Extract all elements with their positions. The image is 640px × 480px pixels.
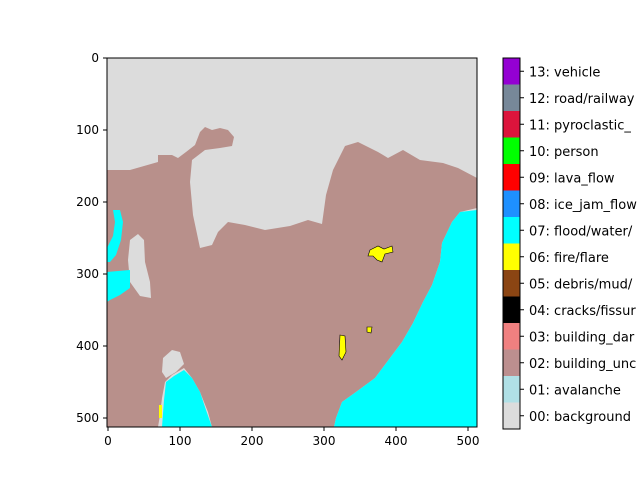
class-colorbar: 13: vehicle 12: road/railway 11: pyroclast… xyxy=(502,57,637,430)
colorbar-label: 13: vehicle xyxy=(529,65,600,80)
fire-region xyxy=(159,405,162,418)
fire-region xyxy=(367,245,394,263)
segmentation-map xyxy=(107,58,477,427)
colorbar-label: 08: ice_jam_flow xyxy=(529,198,637,213)
colorbar-swatch xyxy=(503,296,520,324)
x-axis: 0 100 200 300 400 500 xyxy=(104,427,479,448)
y-tick-label: 200 xyxy=(76,195,99,209)
colorbar-swatch xyxy=(503,270,520,297)
colorbar-label: 11: pyroclastic_ xyxy=(529,118,631,133)
fire-region xyxy=(338,334,347,361)
x-tick-label: 100 xyxy=(169,434,192,448)
colorbar-swatch xyxy=(503,243,520,271)
fire-region xyxy=(366,326,373,334)
colorbar-frame xyxy=(502,57,521,430)
y-tick-label: 100 xyxy=(76,123,99,137)
water-region xyxy=(107,270,130,302)
colorbar-label: 05: debris/mud/ xyxy=(529,277,633,292)
colorbar-label: 04: cracks/fissur xyxy=(529,304,636,319)
colorbar-swatch xyxy=(503,190,520,218)
x-tick-label: 300 xyxy=(313,434,336,448)
x-tick-label: 500 xyxy=(457,434,480,448)
colorbar-label: 07: flood/water/ xyxy=(529,224,633,239)
x-tick-label: 400 xyxy=(385,434,408,448)
colorbar-swatch xyxy=(503,111,520,138)
water-region xyxy=(107,210,123,262)
y-axis: 0 100 200 300 400 500 xyxy=(76,51,107,425)
y-tick-label: 400 xyxy=(76,339,99,353)
colorbar-swatch xyxy=(503,349,520,377)
background-patch xyxy=(162,350,184,378)
plot-frame xyxy=(106,57,478,428)
colorbar-label: 10: person xyxy=(529,145,599,160)
colorbar-swatch xyxy=(503,376,520,403)
colorbar-label: 03: building_dar xyxy=(529,330,635,345)
colorbar-swatch xyxy=(503,217,520,244)
colorbar-swatch xyxy=(503,323,520,350)
colorbar-swatch xyxy=(503,137,520,165)
colorbar-label: 02: building_unc xyxy=(529,357,636,372)
x-tick-label: 0 xyxy=(104,434,112,448)
colorbar-label: 09: lava_flow xyxy=(529,171,615,186)
water-region xyxy=(334,210,477,427)
y-tick-label: 300 xyxy=(76,267,99,281)
x-tick-label: 200 xyxy=(241,434,264,448)
colorbar-label: 00: background xyxy=(529,410,631,425)
background-patch xyxy=(128,234,151,298)
building-region xyxy=(107,127,477,427)
colorbar-swatch xyxy=(503,58,520,85)
y-tick-label: 500 xyxy=(76,411,99,425)
colorbar-swatch xyxy=(503,164,520,191)
water-region xyxy=(162,370,212,427)
y-tick-label: 0 xyxy=(91,51,99,65)
colorbar-label: 06: fire/flare xyxy=(529,251,609,266)
colorbar-label: 12: road/railway xyxy=(529,92,635,107)
colorbar-label: 01: avalanche xyxy=(529,383,621,398)
colorbar-swatch xyxy=(503,84,520,112)
colorbar-swatch xyxy=(503,402,520,430)
